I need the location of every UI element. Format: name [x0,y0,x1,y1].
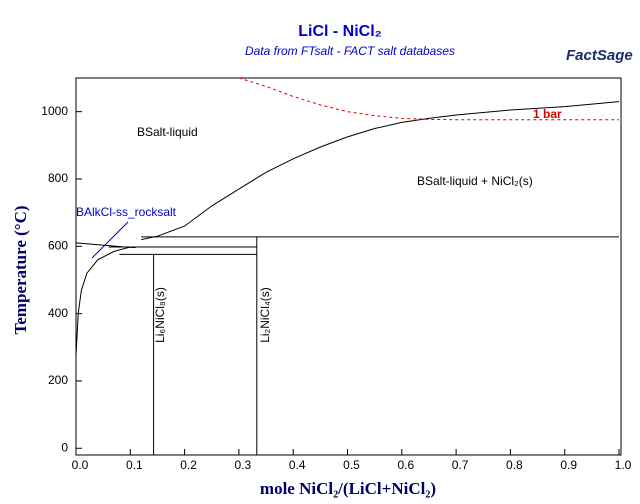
x-tick-label: 1.0 [615,458,632,472]
x-tick-label: 0.3 [235,458,252,472]
pointer [91,221,129,259]
x-tick-label: 0.7 [452,458,469,472]
phase-boundary [75,246,131,356]
phase-boundary [238,77,619,121]
x-axis-label: mole NiCl₂/(LiCl+NiCl₂) [260,479,436,498]
annotation: BAlkCl-ss_rocksalt [76,205,177,219]
chart-subtitle: Data from FTsalt - FACT salt databases [245,44,455,58]
x-tick-label: 0.5 [343,458,360,472]
x-tick-label: 0.8 [506,458,523,472]
y-tick-label: 600 [48,238,68,252]
y-tick-label: 400 [48,306,68,320]
y-axis-label: Temperature (°C) [11,205,30,334]
annotation: BSalt-liquid [137,125,198,139]
x-tick-label: 0.9 [560,458,577,472]
annotation: 1 bar [533,107,562,121]
chart-title: LiCl - NiCl₂ [298,23,382,40]
annotation: Li₆NiCl₈(s) [153,287,167,343]
x-tick-label: 0.4 [289,458,306,472]
annotation: Li₂NiCl₄(s) [258,287,272,343]
x-tick-label: 0.0 [72,458,89,472]
y-tick-label: 200 [48,373,68,387]
phase-boundary [141,101,620,241]
y-tick-label: 0 [61,440,68,454]
x-tick-label: 0.1 [126,458,143,472]
y-tick-label: 800 [48,171,68,185]
x-tick-label: 0.2 [180,458,197,472]
annotation: BSalt-liquid + NiCl₂(s) [417,174,533,188]
plot-frame [75,77,622,456]
x-tick-label: 0.6 [397,458,414,472]
logo: FactSage [566,47,633,64]
y-tick-label: 1000 [41,104,68,118]
